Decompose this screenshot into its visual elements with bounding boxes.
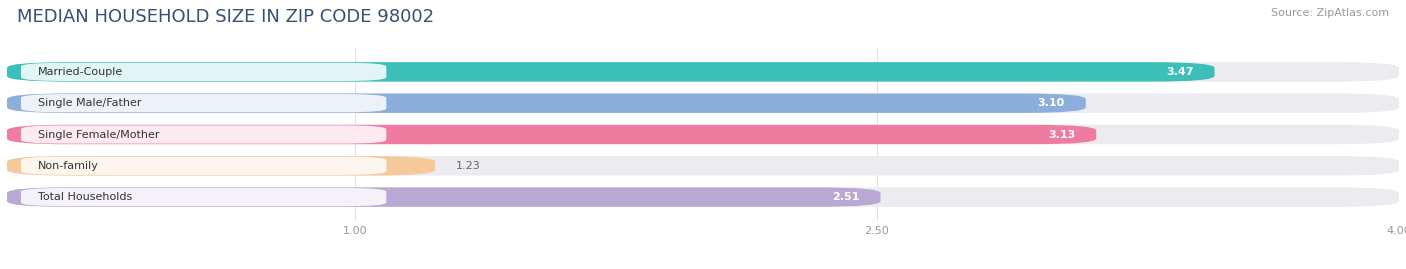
FancyBboxPatch shape [7, 125, 1097, 144]
FancyBboxPatch shape [7, 187, 1399, 207]
FancyBboxPatch shape [21, 157, 387, 175]
FancyBboxPatch shape [21, 94, 387, 112]
FancyBboxPatch shape [21, 125, 387, 144]
FancyBboxPatch shape [7, 156, 434, 175]
FancyBboxPatch shape [7, 62, 1215, 82]
Text: MEDIAN HOUSEHOLD SIZE IN ZIP CODE 98002: MEDIAN HOUSEHOLD SIZE IN ZIP CODE 98002 [17, 8, 434, 26]
FancyBboxPatch shape [21, 63, 387, 81]
Text: Source: ZipAtlas.com: Source: ZipAtlas.com [1271, 8, 1389, 18]
FancyBboxPatch shape [7, 62, 1399, 82]
Text: Single Male/Father: Single Male/Father [38, 98, 142, 108]
Text: Married-Couple: Married-Couple [38, 67, 124, 77]
Text: 3.13: 3.13 [1047, 129, 1076, 140]
Text: Non-family: Non-family [38, 161, 100, 171]
Text: 2.51: 2.51 [832, 192, 859, 202]
FancyBboxPatch shape [7, 94, 1085, 113]
Text: Total Households: Total Households [38, 192, 132, 202]
FancyBboxPatch shape [21, 188, 387, 206]
Text: Single Female/Mother: Single Female/Mother [38, 129, 160, 140]
FancyBboxPatch shape [7, 187, 880, 207]
FancyBboxPatch shape [7, 156, 1399, 175]
Text: 1.23: 1.23 [456, 161, 481, 171]
FancyBboxPatch shape [7, 94, 1399, 113]
Text: 3.10: 3.10 [1038, 98, 1064, 108]
Text: 3.47: 3.47 [1166, 67, 1194, 77]
FancyBboxPatch shape [7, 125, 1399, 144]
